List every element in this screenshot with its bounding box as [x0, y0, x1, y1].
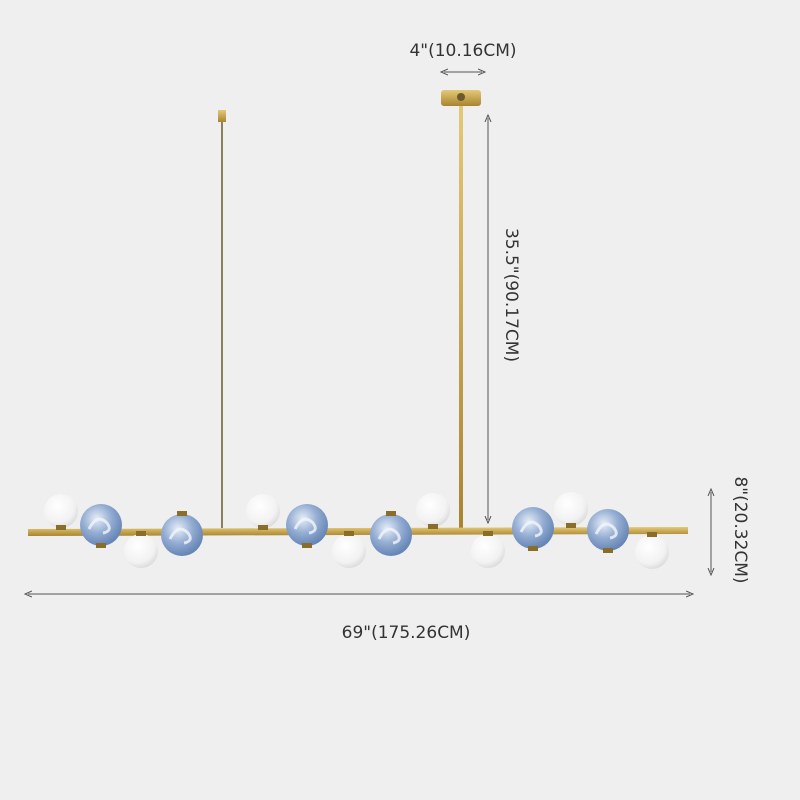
- socket: [258, 525, 268, 530]
- canopy-screw: [457, 93, 465, 101]
- marble-swirl: [594, 522, 618, 540]
- socket: [566, 523, 576, 528]
- marble-swirl: [377, 527, 401, 545]
- socket: [603, 548, 613, 553]
- white-globe: [332, 534, 366, 568]
- socket: [528, 546, 538, 551]
- blue-marble-globe: [370, 514, 412, 556]
- marble-swirl: [168, 527, 192, 545]
- marble-swirl: [87, 517, 111, 535]
- blue-marble-globe: [512, 507, 554, 549]
- blue-marble-globe: [161, 514, 203, 556]
- socket: [386, 511, 396, 516]
- socket: [302, 543, 312, 548]
- socket: [136, 531, 146, 536]
- rod-length-label: 35.5"(90.17CM): [501, 228, 521, 362]
- white-globe: [471, 534, 505, 568]
- white-globe: [246, 494, 280, 528]
- socket: [428, 524, 438, 529]
- right-rod: [459, 106, 463, 528]
- globes: [44, 492, 669, 569]
- white-globe: [635, 535, 669, 569]
- socket: [56, 525, 66, 530]
- white-globe: [416, 493, 450, 527]
- length-label: 69"(175.26CM): [342, 623, 471, 643]
- white-globe: [124, 534, 158, 568]
- socket: [344, 531, 354, 536]
- height-label: 8"(20.32CM): [730, 476, 750, 583]
- white-globe: [44, 494, 78, 528]
- white-globe: [554, 492, 588, 526]
- socket: [177, 511, 187, 516]
- canopy-width-label: 4"(10.16CM): [409, 41, 516, 61]
- marble-swirl: [519, 520, 543, 538]
- blue-marble-globe: [587, 509, 629, 551]
- socket: [483, 531, 493, 536]
- blue-marble-globe: [286, 504, 328, 546]
- marble-swirl: [293, 517, 317, 535]
- right-suspension: [441, 90, 481, 528]
- left-suspension: [218, 110, 226, 528]
- blue-marble-globe: [80, 504, 122, 546]
- socket: [96, 543, 106, 548]
- left-canopy: [218, 110, 226, 122]
- socket: [647, 532, 657, 537]
